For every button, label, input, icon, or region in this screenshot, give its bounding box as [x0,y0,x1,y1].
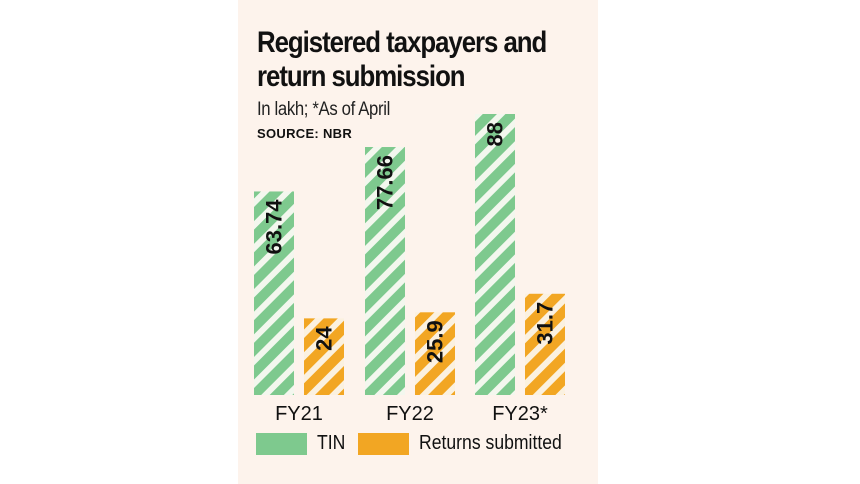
data-label-tin-FY23: 88 [483,122,508,146]
data-label-returns-FY21: 24 [312,326,337,351]
legend-swatch-returns [358,432,409,455]
chart-background [238,0,598,484]
bar-tin-FY23 [475,114,515,395]
bar-tin-FY22 [365,147,405,395]
category-label-FY23: FY23* [492,403,548,425]
data-label-returns-FY23: 31.7 [533,302,558,345]
chart-title-line-1: Registered taxpayers and [257,26,547,59]
legend-item-returns: Returns submitted [358,432,581,455]
chart-source: SOURCE: NBR [257,126,353,141]
category-label-FY22: FY22 [386,403,434,425]
legend-item-tin: TIN [256,432,349,455]
bar-returns-FY21 [304,318,344,395]
data-label-returns-FY22: 25.9 [423,320,448,363]
bar-returns-FY22 [415,312,455,395]
data-label-tin-FY22: 77.66 [373,155,398,210]
bar-tin-FY21 [254,191,294,395]
legend-swatch-tin [256,432,307,455]
bar-returns-FY23 [525,293,565,395]
legend-label-tin: TIN [317,432,346,454]
chart-subtitle: In lakh; *As of April [257,99,390,120]
data-label-tin-FY21: 63.74 [262,199,287,255]
chart-title-line-2: return submission [257,60,466,93]
legend-label-returns: Returns submitted [419,432,562,454]
category-label-FY21: FY21 [275,403,323,425]
